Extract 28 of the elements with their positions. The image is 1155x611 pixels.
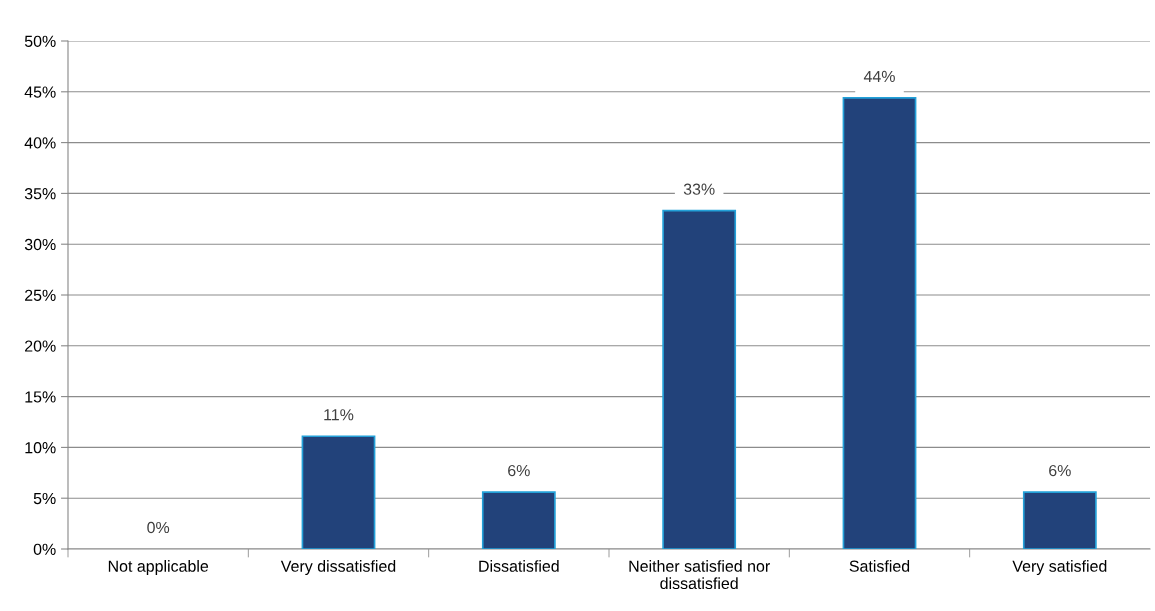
- y-tick-label: 5%: [33, 492, 56, 505]
- bar: [481, 491, 556, 549]
- x-tick-label: Very satisfied: [1012, 560, 1107, 575]
- data-label: 33%: [683, 183, 715, 195]
- y-tick-label: 30%: [24, 238, 56, 251]
- data-label: 0%: [147, 521, 170, 534]
- y-tick-label: 15%: [25, 391, 56, 403]
- bar: [842, 97, 917, 549]
- bar: [662, 209, 737, 549]
- x-tick-label: Very dissatisfied: [280, 560, 396, 575]
- data-label: 6%: [1049, 464, 1071, 477]
- y-tick-label: 35%: [24, 188, 56, 200]
- y-tick-label: 45%: [24, 86, 56, 98]
- bar: [1022, 491, 1097, 549]
- y-tick-label: 25%: [25, 289, 56, 301]
- x-tick-label: Dissatisfied: [479, 560, 559, 572]
- y-tick-label: 0%: [33, 543, 56, 555]
- data-label: 6%: [508, 464, 530, 477]
- y-tick-label: 20%: [25, 340, 56, 352]
- x-tick-label: Satisfied: [849, 560, 910, 572]
- data-label: 11%: [324, 409, 354, 421]
- x-tick-label: Not applicable: [108, 560, 209, 575]
- y-tick-label: 10%: [25, 442, 56, 454]
- data-label: 44%: [863, 70, 895, 82]
- x-tick-label: Neither satisfied nor dissatisfied: [629, 560, 770, 590]
- y-tick-label: 50%: [24, 35, 56, 47]
- y-tick-label: 40%: [24, 137, 56, 149]
- bar: [301, 435, 376, 549]
